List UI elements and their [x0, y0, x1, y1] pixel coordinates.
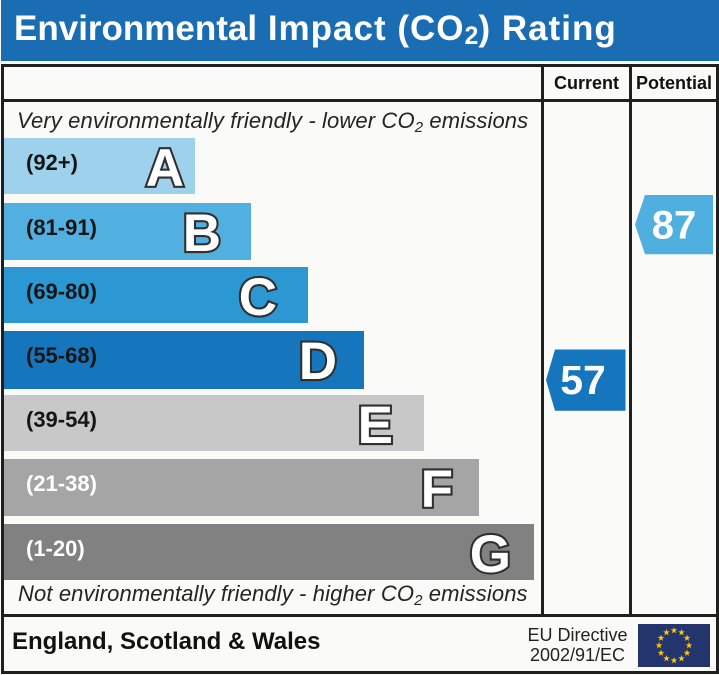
svg-text:87: 87 — [652, 204, 697, 248]
svg-text:57: 57 — [560, 357, 606, 403]
svg-text:E: E — [358, 396, 393, 451]
svg-text:D: D — [299, 332, 337, 389]
svg-text:F: F — [421, 460, 453, 516]
svg-text:C: C — [239, 268, 277, 323]
svg-text:A: A — [146, 139, 184, 194]
svg-text:G: G — [470, 525, 511, 580]
svg-text:B: B — [183, 204, 221, 260]
